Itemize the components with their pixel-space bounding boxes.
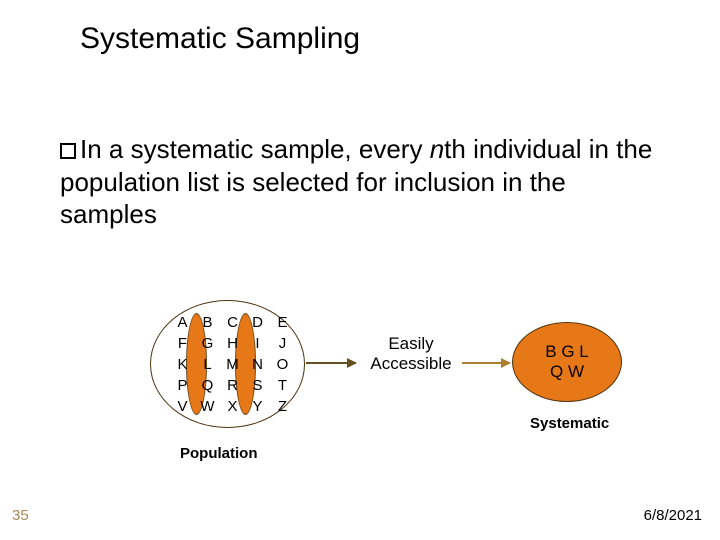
pop-cell: D [245,312,270,333]
pop-cell: A [170,312,195,333]
pop-cell: T [270,375,295,396]
sample-line2: Q W [550,362,584,382]
population-grid: A B C D E F G H I J K L M N O P [170,312,295,417]
pop-cell: L [195,354,220,375]
table-row: A B C D E [170,312,295,333]
sample-line1: B G L [545,342,588,362]
pop-cell: M [220,354,245,375]
pop-cell: I [245,333,270,354]
table-row: V W X Y Z [170,396,295,417]
arrow-icon [306,362,356,364]
pop-cell: F [170,333,195,354]
body-nth: n [430,134,444,164]
pop-cell: B [195,312,220,333]
table-row: K L M N O [170,354,295,375]
pop-cell: E [270,312,295,333]
pop-cell: K [170,354,195,375]
pop-cell: C [220,312,245,333]
table-row: F G H I J [170,333,295,354]
population-label: Population [180,445,258,462]
pop-cell: Q [195,375,220,396]
pop-cell: H [220,333,245,354]
pop-cell: S [245,375,270,396]
pop-cell: Y [245,396,270,417]
page-number: 35 [12,507,29,524]
pop-cell: W [195,396,220,417]
pop-cell: G [195,333,220,354]
bullet-icon [60,143,76,159]
pop-cell: V [170,396,195,417]
diagram: A B C D E F G H I J K L M N O P [0,300,720,480]
pop-cell: P [170,375,195,396]
arrow-icon [462,362,510,364]
pop-cell: R [220,375,245,396]
sample-circle: B G L Q W [512,322,622,402]
systematic-label: Systematic [530,415,609,432]
middle-label: Easily Accessible [357,324,465,402]
table-row: P Q R S T [170,375,295,396]
pop-cell: X [220,396,245,417]
pop-cell: Z [270,396,295,417]
body-pre: In a systematic sample, every [80,134,430,164]
body-text: In a systematic sample, every nth indivi… [60,133,660,231]
slide-title: Systematic Sampling [80,22,360,56]
pop-cell: J [270,333,295,354]
slide: Systematic Sampling In a systematic samp… [0,0,720,540]
pop-cell: N [245,354,270,375]
footer-date: 6/8/2021 [644,507,702,524]
pop-cell: O [270,354,295,375]
